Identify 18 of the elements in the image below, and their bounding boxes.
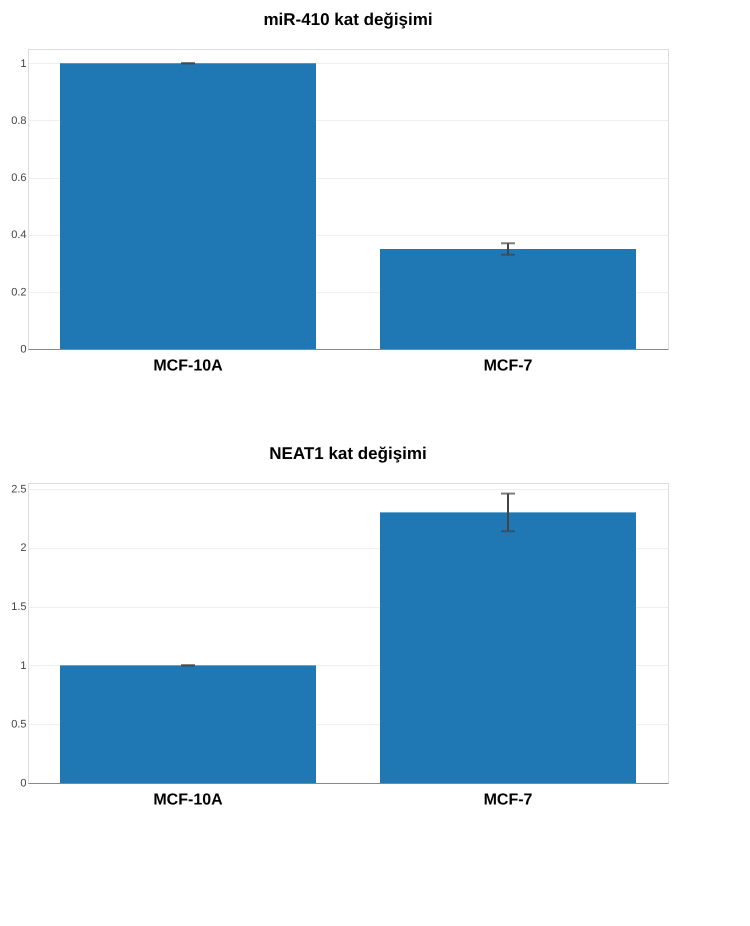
chart-title: NEAT1 kat değişimi (269, 444, 427, 463)
y-tick-label: 1.5 (11, 601, 26, 614)
y-tick-label: 1 (20, 660, 26, 672)
y-tick-label: 2.5 (11, 483, 26, 496)
y-tick-label: 0.5 (11, 718, 26, 731)
y-tick-label: 0.6 (11, 172, 26, 184)
y-tick-label: 0.2 (11, 286, 26, 298)
x-tick-label: MCF-7 (484, 792, 533, 808)
x-tick-label: MCF-10A (153, 792, 224, 808)
y-tick-label: 0.4 (11, 229, 26, 242)
y-tick-label: 0 (20, 778, 26, 790)
y-tick-label: 1 (20, 58, 26, 70)
y-tick-label: 0.8 (11, 114, 26, 127)
y-tick-label: 2 (20, 542, 26, 554)
y-tick-label: 0 (20, 344, 26, 356)
x-tick-label: MCF-7 (484, 358, 533, 374)
x-tick-label: MCF-10A (153, 358, 224, 374)
chart-title: miR-410 kat değişimi (263, 10, 433, 29)
